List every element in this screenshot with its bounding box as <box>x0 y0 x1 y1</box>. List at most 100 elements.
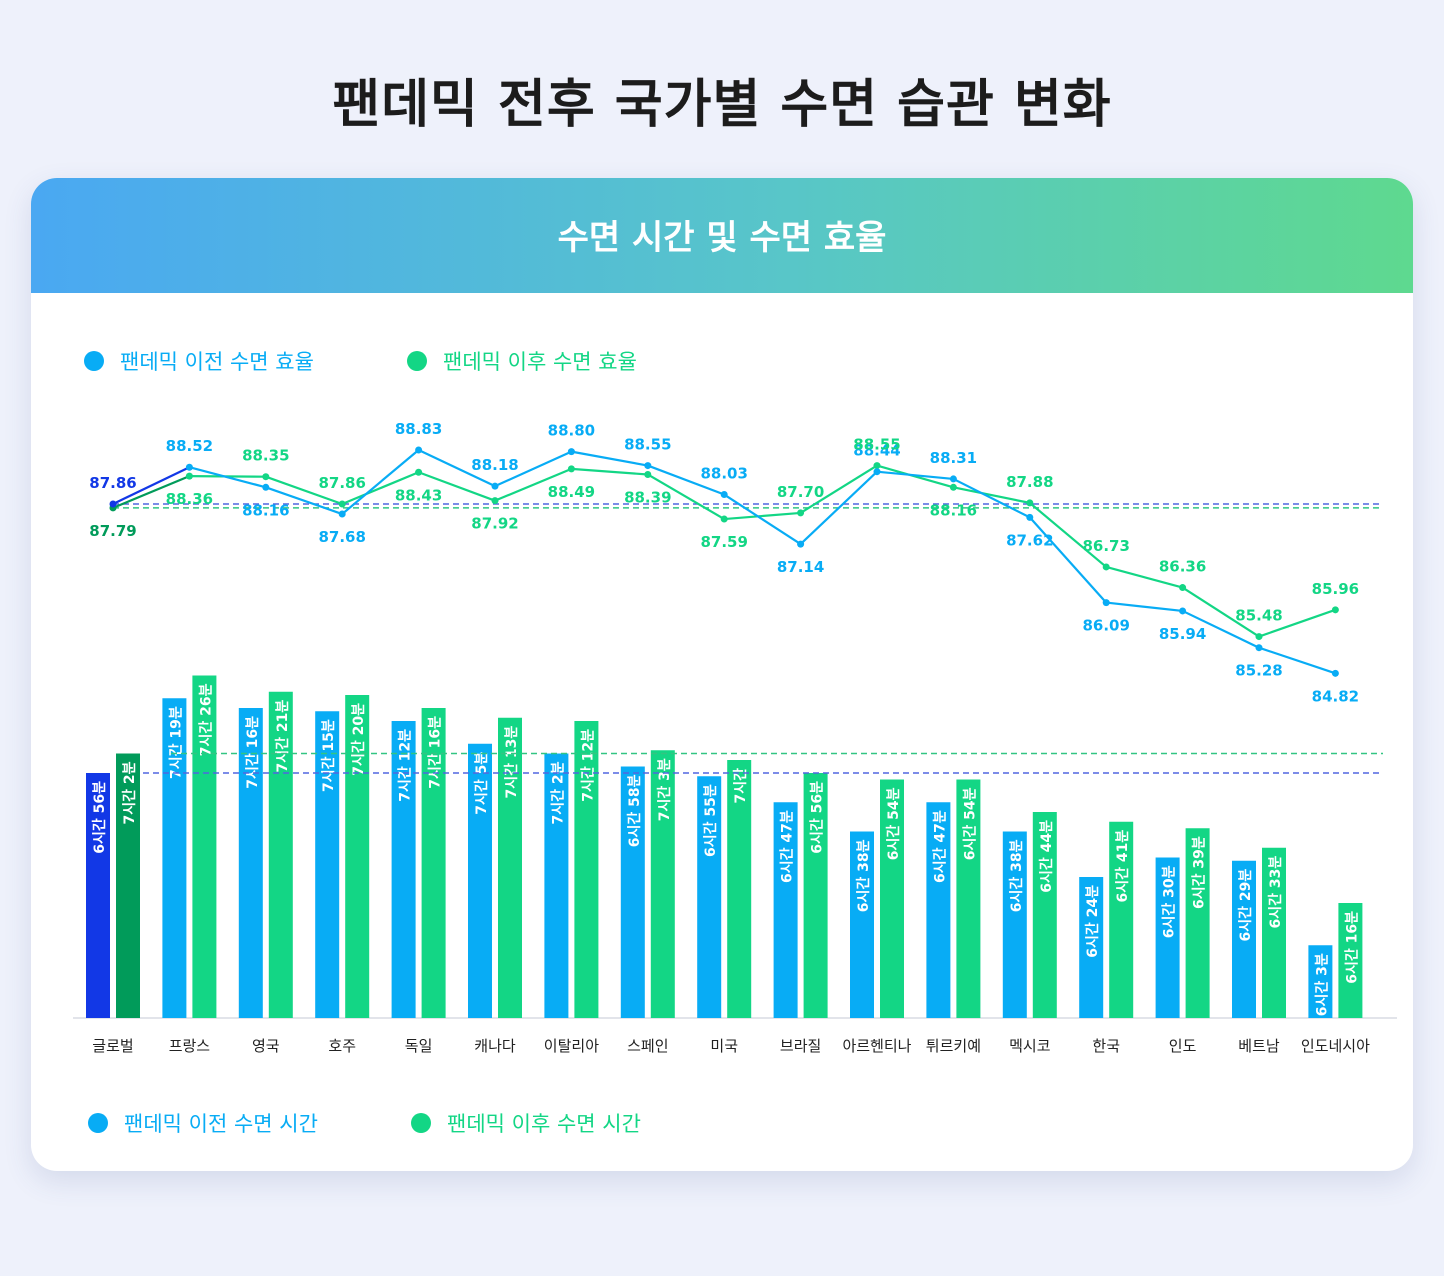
bar-after <box>1338 903 1363 1018</box>
bar-label-after: 7시간 12분 <box>579 729 596 802</box>
efficiency-label-before: 88.31 <box>930 449 977 467</box>
bar-label-after: 6시간 33분 <box>1267 856 1284 929</box>
efficiency-segment-before <box>799 470 878 545</box>
bar-after <box>880 779 904 1018</box>
efficiency-label-after: 87.59 <box>700 533 747 551</box>
category-label: 멕시코 <box>1009 1037 1050 1055</box>
bar-label-before: 6시간 55분 <box>702 784 719 857</box>
category-label: 독일 <box>405 1037 433 1055</box>
efficiency-point-before <box>415 446 423 454</box>
bar-before <box>1002 831 1027 1018</box>
efficiency-segment-after <box>112 475 190 509</box>
efficiency-point-before <box>720 491 728 499</box>
bar-after <box>956 779 981 1018</box>
efficiency-point-before <box>338 510 346 518</box>
category-label: 영국 <box>252 1037 280 1055</box>
bar-before <box>773 802 798 1018</box>
efficiency-point-before <box>491 482 499 490</box>
efficiency-point-before <box>567 448 575 456</box>
efficiency-label-after: 85.96 <box>1312 580 1359 598</box>
bar-before <box>697 776 722 1018</box>
efficiency-segment-before <box>418 448 496 488</box>
bar-label-before: 6시간 38분 <box>1008 839 1025 912</box>
category-label: 브라질 <box>780 1037 821 1055</box>
legend-time-before: 팬데믹 이전 수면 시간 <box>88 1108 318 1138</box>
efficiency-segment-before <box>341 449 420 515</box>
card-header: 수면 시간 및 수면 효율 <box>31 178 1413 293</box>
efficiency-point-after <box>338 500 346 508</box>
legend-label: 팬데믹 이후 수면 시간 <box>447 1112 641 1136</box>
efficiency-point-after <box>1179 584 1187 592</box>
efficiency-segment-after <box>341 471 420 506</box>
efficiency-point-after <box>873 462 881 470</box>
legend-dot-after <box>407 351 427 371</box>
efficiency-segment-after <box>571 467 648 476</box>
efficiency-label-after: 88.16 <box>930 501 977 519</box>
category-label: 글로벌 <box>92 1037 133 1055</box>
efficiency-label-after: 88.49 <box>548 483 595 501</box>
bar-label-before: 6시간 58분 <box>626 774 643 847</box>
efficiency-label-before: 87.68 <box>318 528 365 546</box>
efficiency-point-after <box>949 483 957 491</box>
bar-before <box>1155 857 1180 1018</box>
efficiency-label-before: 88.83 <box>395 420 442 438</box>
efficiency-segment-before <box>723 493 802 546</box>
bar-label-before: 6시간 30분 <box>1161 865 1178 938</box>
bar-after <box>1262 847 1286 1018</box>
category-label: 인도 <box>1169 1037 1197 1055</box>
efficiency-segment-before <box>1106 601 1183 613</box>
bar-label-after: 7시간 20분 <box>350 703 367 776</box>
efficiency-label-before: 85.94 <box>1159 625 1206 643</box>
efficiency-segment-after <box>265 475 343 506</box>
efficiency-point-after <box>185 472 193 480</box>
efficiency-point-after <box>797 509 805 517</box>
efficiency-label-after: 87.86 <box>318 474 365 492</box>
legend-label: 팬데믹 이전 수면 시간 <box>124 1112 318 1136</box>
legend-dot-after <box>411 1113 431 1133</box>
card-title: 수면 시간 및 수면 효율 <box>557 218 887 258</box>
bar-label-after: 7시간 21분 <box>274 700 291 773</box>
efficiency-segment-after <box>876 464 954 489</box>
bar-before <box>468 743 492 1018</box>
efficiency-point-after <box>415 468 423 476</box>
category-label: 한국 <box>1092 1037 1120 1055</box>
efficiency-label-after: 87.70 <box>777 483 824 501</box>
efficiency-segment-after <box>953 486 1031 504</box>
efficiency-segment-after <box>1258 608 1336 638</box>
efficiency-label-after: 86.36 <box>1159 558 1206 576</box>
category-label: 호주 <box>328 1037 356 1055</box>
bar-before <box>315 711 340 1018</box>
bar-before <box>391 721 416 1018</box>
efficiency-label-before: 88.55 <box>624 436 671 454</box>
combo-chart: 글로벌 프랑스 영국 호주 독일 캐나다 이탈리아 스페인 미국 브라질 아르헨티나 튀르키예 멕시코 한… <box>73 420 1397 1055</box>
efficiency-label-after: 85.48 <box>1235 607 1282 625</box>
efficiency-label-before: 84.82 <box>1312 687 1359 705</box>
legend-label: 팬데믹 이후 수면 효율 <box>443 350 637 374</box>
efficiency-segment-before <box>265 486 343 516</box>
efficiency-label-after: 88.35 <box>242 447 289 465</box>
efficiency-segment-after <box>724 511 801 521</box>
efficiency-segment-before <box>647 464 725 496</box>
efficiency-point-after <box>1255 633 1263 641</box>
efficiency-segment-before <box>952 477 1031 519</box>
bar-label-before: 6시간 47분 <box>779 810 796 883</box>
efficiency-point-before <box>1102 599 1110 607</box>
efficiency-point-after <box>644 470 652 478</box>
bar-label-after: 6시간 54분 <box>961 787 978 860</box>
efficiency-segment-before <box>1028 516 1108 604</box>
bar-label-after: 7시간 3분 <box>656 758 673 821</box>
efficiency-point-after <box>1102 563 1110 571</box>
efficiency-segment-before <box>494 450 572 488</box>
efficiency-label-before: 87.14 <box>777 558 824 576</box>
legend-time-after: 팬데믹 이후 수면 시간 <box>411 1108 641 1138</box>
efficiency-segment-before <box>571 450 648 467</box>
category-label: 이탈리아 <box>544 1037 599 1055</box>
efficiency-segment-after <box>494 467 572 502</box>
efficiency-point-before <box>1179 607 1187 615</box>
efficiency-label-before: 88.03 <box>700 465 747 483</box>
efficiency-label-before: 88.44 <box>853 442 900 460</box>
bar-label-before: 6시간 38분 <box>855 839 872 912</box>
efficiency-label-after: 87.92 <box>471 515 518 533</box>
efficiency-point-before <box>1026 513 1034 521</box>
efficiency-point-before <box>644 462 652 470</box>
